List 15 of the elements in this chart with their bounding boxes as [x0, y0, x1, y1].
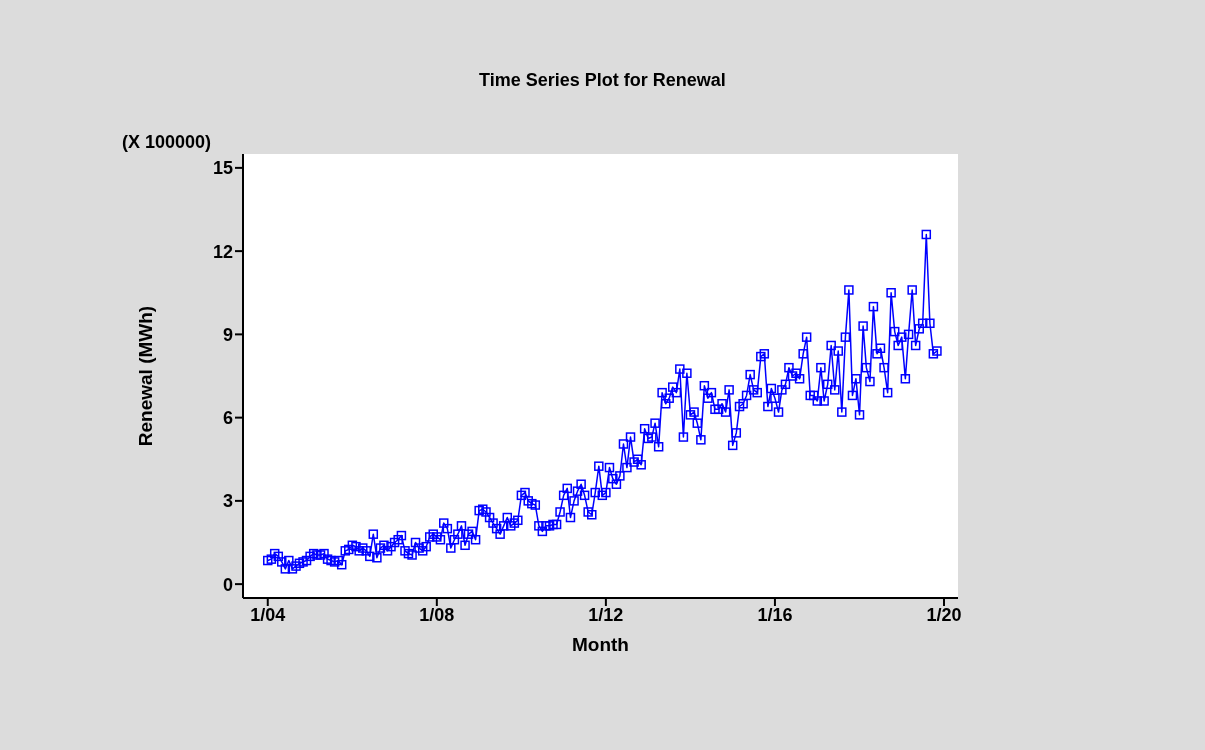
y-tick-label: 3 [222, 491, 233, 512]
text: (X 100000) [122, 132, 212, 153]
x-tick-label: 1/20 [926, 604, 962, 625]
x-axis-title: Month [572, 634, 629, 656]
chart-title: Time Series Plot for Renewal [478, 70, 727, 91]
y-tick-label: 6 [222, 408, 233, 429]
y-axis-title: Renewal (MWh) [134, 305, 156, 447]
y-tick-label: 15 [212, 158, 233, 179]
y-tick-label: 0 [222, 574, 233, 595]
y-tick-label: 12 [212, 241, 233, 262]
x-tick-label: 1/16 [757, 604, 793, 625]
x-tick-label: 1/04 [250, 604, 286, 625]
y-tick-label: 9 [222, 324, 233, 345]
x-tick-label: 1/12 [588, 604, 624, 625]
x-tick-label: 1/08 [419, 604, 455, 625]
